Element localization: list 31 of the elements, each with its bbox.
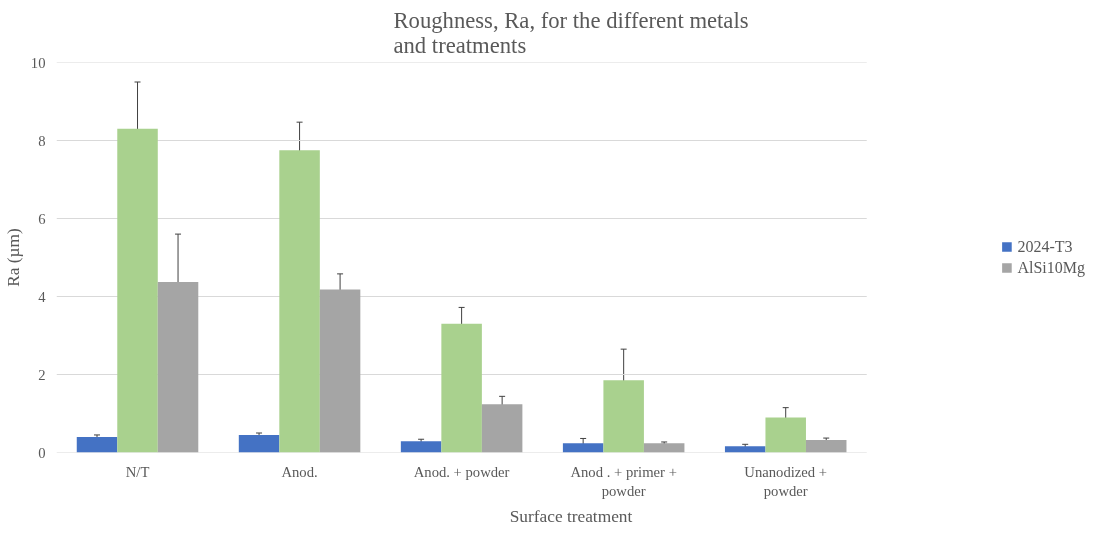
bar [603,380,644,453]
x-tick-label: Anod. [281,463,318,480]
bar [400,441,442,453]
y-tick-label: 2 [38,366,46,383]
bar [319,289,361,453]
bar [765,417,806,453]
bar [238,434,280,453]
legend-label: AlSi10Mg [1017,258,1085,277]
x-tick-label: Anod . + primer + powder [570,463,677,499]
x-tick-label: N/T [125,463,150,480]
y-tick-label: 0 [38,444,46,461]
y-tick-label: 6 [38,210,46,227]
chart-title: Roughness, Ra, for the different metals and treatments [393,7,749,58]
bar [76,436,118,453]
y-axis-title: Ra (µm) [3,227,23,287]
bar [724,446,766,453]
bar [117,128,158,453]
y-tick-label: 8 [38,132,46,149]
y-tick-label: 10 [30,54,46,71]
y-tick-label: 4 [38,288,47,305]
bar [562,443,604,453]
bar [441,323,482,453]
x-tick-label: Anod. + powder [413,463,510,480]
x-tick-label: Unanodized + powder [744,463,828,499]
bar [643,443,685,453]
x-axis-title: Surface treatment [509,506,633,526]
legend-label: 2024-T3 [1017,237,1073,256]
bar [805,440,847,453]
bar [157,282,199,453]
bar [481,404,523,453]
bar [279,150,320,453]
